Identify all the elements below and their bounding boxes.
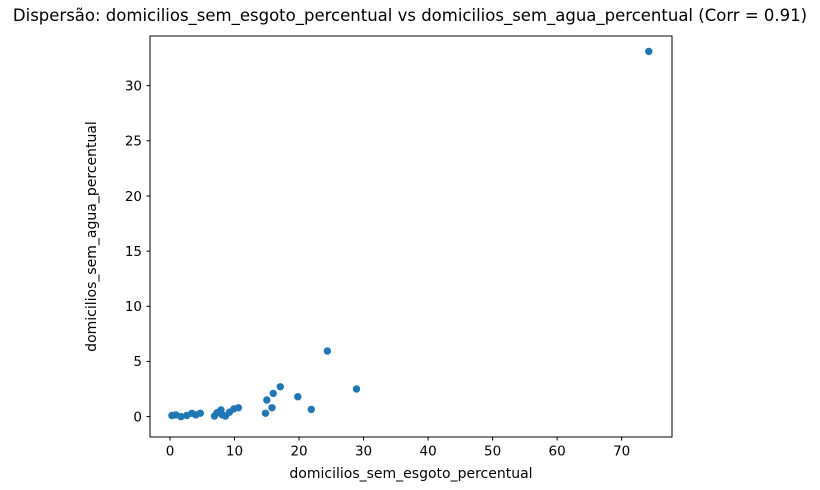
data-point: [294, 393, 302, 401]
x-tick-label: 20: [290, 444, 307, 460]
plot-border: [149, 35, 673, 438]
y-tick-label: 30: [125, 78, 142, 94]
data-point: [234, 404, 243, 412]
y-tick-label: 20: [125, 189, 142, 205]
x-tick-label: 50: [484, 444, 501, 460]
y-tick-label: 5: [133, 354, 142, 370]
data-point: [268, 404, 276, 412]
x-tick-label: 0: [166, 444, 175, 460]
x-axis-label: domicilios_sem_esgoto_percentual: [289, 466, 532, 482]
data-point: [276, 383, 284, 391]
data-point: [352, 385, 361, 393]
chart-title: Dispersão: domicilios_sem_esgoto_percent…: [12, 6, 808, 25]
x-tick-label: 10: [226, 444, 243, 460]
y-tick-label: 15: [125, 244, 142, 260]
x-tick-label: 40: [420, 444, 437, 460]
data-point: [323, 347, 332, 355]
x-tick-label: 30: [355, 444, 372, 460]
data-point: [263, 396, 271, 404]
data-point: [196, 409, 204, 417]
y-axis-label: domicilios_sem_agua_percentual: [84, 121, 100, 352]
data-point: [645, 47, 653, 56]
data-point: [261, 409, 270, 417]
data-point: [307, 405, 315, 414]
x-tick-label: 60: [549, 444, 566, 460]
y-tick-label: 0: [133, 409, 142, 425]
data-point: [177, 412, 185, 421]
y-tick-label: 25: [125, 134, 142, 150]
x-tick-label: 70: [613, 444, 630, 460]
y-tick-label: 10: [125, 299, 142, 315]
data-point: [269, 389, 277, 398]
